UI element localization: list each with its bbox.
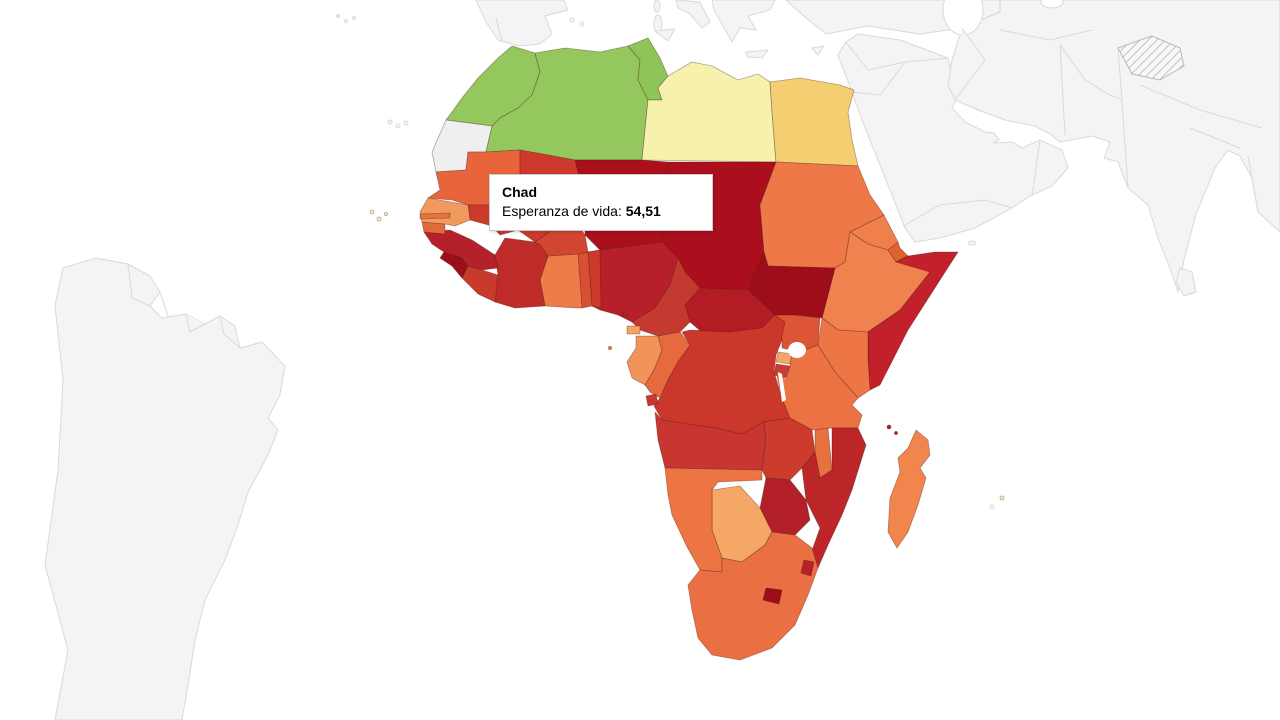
country-angola-cabinda[interactable] bbox=[645, 393, 659, 407]
country-madagascar[interactable] bbox=[887, 429, 931, 549]
tooltip-line: Esperanza de vida: 54,51 bbox=[502, 202, 700, 221]
region-asia bbox=[947, 0, 1280, 294]
world-background bbox=[44, 0, 1280, 720]
region-sri-lanka bbox=[1175, 267, 1197, 297]
region-iberia bbox=[475, 0, 569, 47]
lake-tanganyika bbox=[778, 372, 786, 402]
country-ivory-coast[interactable] bbox=[494, 237, 549, 309]
country-comoros-2[interactable] bbox=[894, 430, 899, 435]
tooltip-metric-label: Esperanza de vida: bbox=[502, 203, 622, 219]
region-balkans bbox=[711, 0, 776, 44]
tooltip: Chad Esperanza de vida: 54,51 bbox=[489, 174, 713, 231]
country-senegal[interactable] bbox=[419, 197, 471, 227]
lake-victoria bbox=[788, 342, 806, 358]
country-bioko[interactable] bbox=[622, 311, 628, 317]
country-cape-verde-2[interactable] bbox=[376, 216, 382, 222]
country-guinea[interactable] bbox=[423, 229, 499, 271]
country-comoros[interactable] bbox=[886, 424, 892, 430]
tooltip-value: 54,51 bbox=[625, 203, 661, 219]
region-south-america bbox=[44, 257, 286, 720]
country-eswatini[interactable] bbox=[800, 559, 815, 577]
country-cape-verde-3[interactable] bbox=[383, 211, 388, 216]
country-sao-tome[interactable] bbox=[608, 345, 613, 350]
country-rwanda[interactable] bbox=[775, 351, 793, 365]
country-lesotho[interactable] bbox=[762, 587, 783, 605]
country-eq-guinea[interactable] bbox=[626, 325, 641, 335]
region-italy bbox=[675, 0, 711, 29]
country-benin[interactable] bbox=[587, 249, 602, 309]
country-togo[interactable] bbox=[577, 251, 593, 309]
country-south-africa[interactable] bbox=[687, 531, 819, 661]
tooltip-country: Chad bbox=[502, 184, 537, 200]
country-cape-verde-1[interactable] bbox=[369, 209, 375, 215]
country-egypt[interactable] bbox=[769, 77, 859, 167]
country-gambia[interactable] bbox=[419, 212, 451, 220]
country-mauritius[interactable] bbox=[999, 495, 1005, 501]
disputed-territory-hatch bbox=[1117, 35, 1185, 81]
country-kenya[interactable] bbox=[817, 317, 871, 399]
